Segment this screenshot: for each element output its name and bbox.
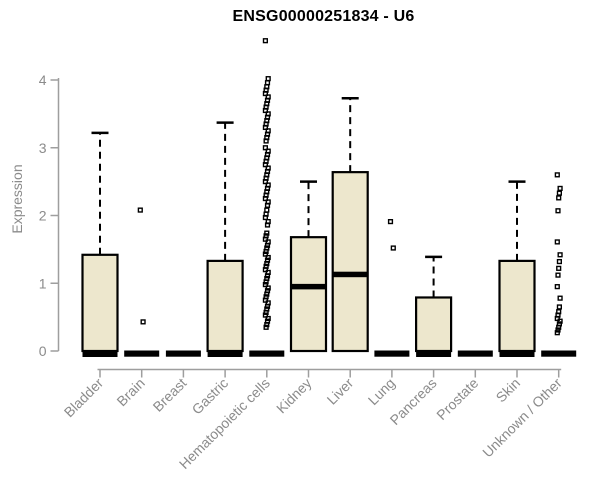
median-kidney xyxy=(291,283,326,290)
x-tick-label: Breast xyxy=(150,375,190,415)
x-tick-label: Brain xyxy=(113,375,147,409)
outlier-point-hematopoietic-cells xyxy=(265,315,271,322)
outlier-point-unknown-other xyxy=(556,304,562,310)
collapsed-line-brain xyxy=(124,350,160,357)
outlier-point-hematopoietic-cells xyxy=(262,267,268,273)
collapsed-line-breast xyxy=(165,350,201,357)
outlier-point-unknown-other xyxy=(555,208,561,214)
outlier-point-hematopoietic-cells xyxy=(263,248,269,255)
outlier-point-unknown-other xyxy=(554,172,560,178)
outlier-point-hematopoietic-cells xyxy=(262,90,268,97)
outlier-point-hematopoietic-cells xyxy=(265,76,271,82)
y-tick-label: 4 xyxy=(39,72,47,88)
outlier-point-unknown-other xyxy=(555,272,561,278)
outlier-point-unknown-other xyxy=(554,284,560,290)
outlier-point-unknown-other xyxy=(554,315,560,322)
outlier-point-unknown-other xyxy=(556,258,562,265)
outlier-point-hematopoietic-cells xyxy=(265,254,271,261)
y-tick-label: 2 xyxy=(39,208,47,224)
outlier-point-unknown-other xyxy=(556,324,562,330)
y-tick-label: 0 xyxy=(39,343,47,359)
outlier-point-hematopoietic-cells xyxy=(264,207,270,213)
outlier-point-unknown-other xyxy=(556,190,562,196)
median-liver xyxy=(332,271,368,278)
outlier-point-hematopoietic-cells xyxy=(263,309,269,315)
outlier-point-hematopoietic-cells xyxy=(263,279,269,285)
median-skin xyxy=(499,351,535,357)
outlier-point-unknown-other xyxy=(556,265,562,271)
outlier-point-hematopoietic-cells xyxy=(264,242,271,248)
outlier-point-lung xyxy=(387,218,394,225)
x-tick-label: Prostate xyxy=(433,375,481,423)
x-tick-label: Unknown / Other xyxy=(479,375,565,461)
outlier-point-unknown-other xyxy=(554,239,560,245)
outlier-point-hematopoietic-cells xyxy=(262,282,268,288)
collapsed-line-unknown-other xyxy=(541,350,577,357)
outlier-point-hematopoietic-cells xyxy=(262,195,268,202)
outlier-point-unknown-other xyxy=(555,327,561,333)
collapsed-line-prostate xyxy=(457,350,493,357)
outlier-point-hematopoietic-cells xyxy=(265,285,271,291)
outlier-point-hematopoietic-cells xyxy=(264,303,271,309)
box-bladder xyxy=(81,253,119,353)
outlier-point-unknown-other xyxy=(554,330,560,336)
outlier-point-unknown-other xyxy=(556,195,562,201)
outlier-point-hematopoietic-cells xyxy=(264,202,271,208)
x-tick-label: Liver xyxy=(324,375,357,408)
x-tick-label: Bladder xyxy=(61,375,107,421)
outlier-point-unknown-other xyxy=(557,252,563,258)
median-gastric xyxy=(207,351,243,357)
outlier-point-brain xyxy=(140,319,146,325)
outlier-point-hematopoietic-cells xyxy=(262,251,268,257)
x-tick-label: Skin xyxy=(493,375,524,406)
outlier-point-hematopoietic-cells xyxy=(264,230,270,236)
box-liver xyxy=(331,171,369,353)
outlier-point-unknown-other xyxy=(557,318,563,324)
outlier-point-hematopoietic-cells xyxy=(264,321,270,328)
outlier-point-brain xyxy=(137,207,143,213)
outlier-point-hematopoietic-cells xyxy=(264,80,271,86)
outlier-point-hematopoietic-cells xyxy=(262,214,268,221)
outlier-point-hematopoietic-cells xyxy=(264,222,271,228)
x-tick-label: Lung xyxy=(365,375,398,408)
box-kidney xyxy=(289,236,328,353)
outlier-point-hematopoietic-cells xyxy=(264,261,270,267)
outlier-point-unknown-other xyxy=(557,185,563,191)
outlier-point-hematopoietic-cells xyxy=(264,291,270,297)
outlier-point-hematopoietic-cells xyxy=(262,38,268,44)
box-skin xyxy=(498,259,536,353)
outlier-point-hematopoietic-cells xyxy=(263,138,269,144)
outlier-point-hematopoietic-cells xyxy=(263,324,269,330)
outlier-point-hematopoietic-cells xyxy=(262,236,268,242)
outlier-point-hematopoietic-cells xyxy=(262,179,268,185)
outlier-point-hematopoietic-cells xyxy=(262,124,268,131)
outlier-point-hematopoietic-cells xyxy=(262,107,268,114)
box-pancreas xyxy=(415,296,453,353)
y-tick-label: 1 xyxy=(39,275,47,291)
outlier-point-hematopoietic-cells xyxy=(262,297,268,303)
chart-title: ENSG00000251834 - U6 xyxy=(232,8,415,25)
collapsed-line-hematopoietic-cells xyxy=(249,350,285,357)
outlier-point-hematopoietic-cells xyxy=(262,162,268,168)
outlier-point-unknown-other xyxy=(557,295,563,301)
outlier-point-hematopoietic-cells xyxy=(262,312,268,318)
median-bladder xyxy=(82,351,118,357)
outlier-point-lung xyxy=(390,245,396,251)
box-gastric xyxy=(206,259,244,353)
y-tick-label: 3 xyxy=(39,140,47,156)
median-pancreas xyxy=(416,351,452,357)
x-tick-label: Kidney xyxy=(273,375,315,417)
outlier-point-hematopoietic-cells xyxy=(264,273,271,279)
outlier-point-hematopoietic-cells xyxy=(262,145,268,151)
collapsed-line-lung xyxy=(374,350,410,357)
